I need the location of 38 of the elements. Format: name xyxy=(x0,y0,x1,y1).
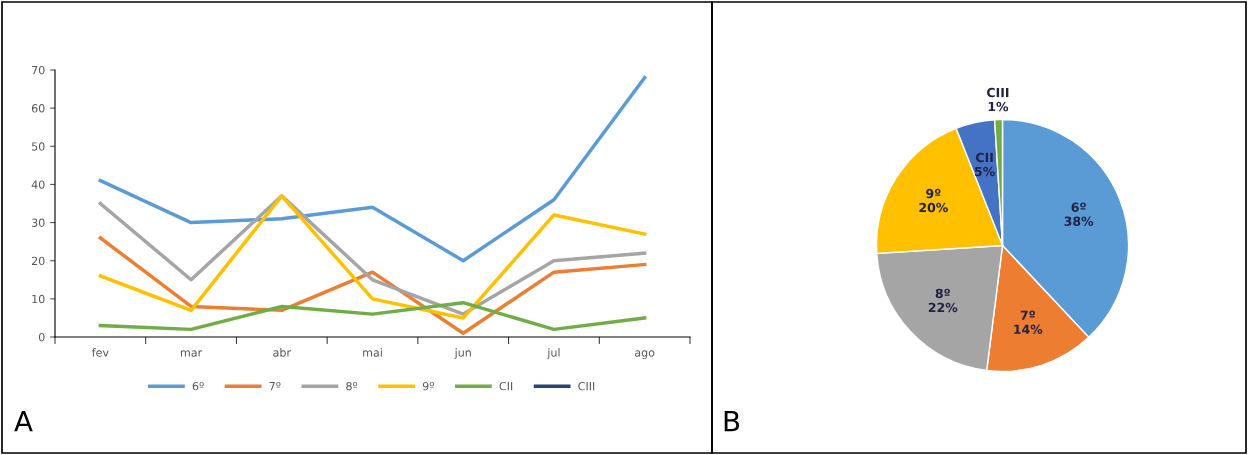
y-tick-label: 0 xyxy=(38,332,45,342)
slice-label: 7º xyxy=(1020,310,1035,320)
x-tick-label: mai xyxy=(363,348,382,357)
data-label: 5% xyxy=(974,166,995,177)
line-series xyxy=(98,300,647,332)
y-tick-label: 40 xyxy=(31,180,45,189)
line-series xyxy=(98,236,647,335)
text: B xyxy=(724,410,740,432)
data-label: 20% xyxy=(919,202,948,213)
data-label: 14% xyxy=(1014,324,1043,335)
legend-label: 8º xyxy=(346,381,358,391)
slice-label: CII xyxy=(976,152,993,163)
y-tick-label: 10 xyxy=(32,294,45,304)
slice-label: 8º xyxy=(935,288,950,299)
x-tick-label: jul xyxy=(547,348,560,359)
data-label: 38% xyxy=(1064,216,1094,226)
x-tick-label: abr xyxy=(273,348,291,357)
legend-label: 7º xyxy=(269,381,281,391)
x-tick-label: mar xyxy=(180,350,203,357)
data-label: 22% xyxy=(928,302,958,313)
y-tick-label: 20 xyxy=(31,256,45,266)
y-tick-label: 60 xyxy=(31,104,45,113)
legend-label: 6º xyxy=(192,381,204,391)
data-label: 1% xyxy=(988,101,1009,112)
legend-label: CIII xyxy=(578,381,595,391)
legend-label: 9º xyxy=(422,381,434,391)
line-series xyxy=(98,75,647,263)
slice-label: CIII xyxy=(987,87,1009,98)
y-tick-label: 50 xyxy=(32,142,45,151)
y-tick-label: 30 xyxy=(31,218,45,227)
y-tick-label: 70 xyxy=(32,65,45,75)
x-tick-label: fev xyxy=(91,348,109,357)
text: A xyxy=(14,410,33,432)
x-tick-label: ago xyxy=(634,350,655,359)
slice-label: 6º xyxy=(1071,202,1086,212)
slice-label: 9º xyxy=(926,188,941,199)
x-tick-label: jun xyxy=(454,348,471,359)
legend-label: CII xyxy=(499,381,513,391)
